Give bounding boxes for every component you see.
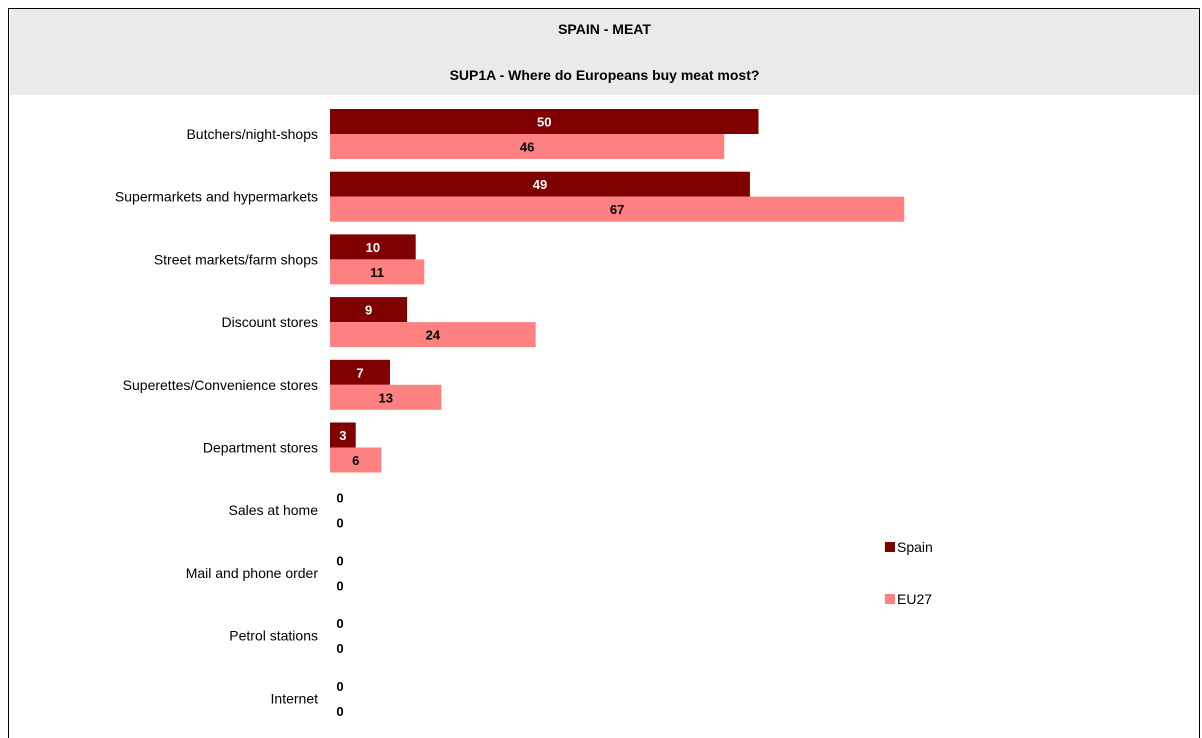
category-label: Supermarkets and hypermarkets	[115, 189, 318, 205]
data-label-spain: 10	[366, 240, 380, 255]
chart-title: SPAIN - MEAT	[558, 21, 651, 37]
category-label: Department stores	[203, 440, 318, 456]
data-label-spain: 3	[339, 428, 346, 443]
data-label-spain: 0	[336, 553, 343, 568]
data-label-eu27: 0	[336, 641, 343, 656]
data-label-spain: 0	[336, 679, 343, 694]
data-label-spain: 49	[533, 177, 547, 192]
data-label-eu27: 6	[352, 453, 359, 468]
data-label-spain: 0	[336, 616, 343, 631]
category-label: Superettes/Convenience stores	[123, 377, 318, 393]
category-label: Butchers/night-shops	[186, 126, 318, 142]
legend-label-spain: Spain	[897, 539, 933, 555]
data-label-eu27: 13	[378, 390, 392, 405]
data-label-eu27: 24	[426, 328, 441, 343]
bar-eu27	[330, 384, 442, 410]
category-label: Sales at home	[229, 502, 319, 518]
category-label: Discount stores	[222, 314, 318, 330]
category-label: Petrol stations	[229, 628, 318, 644]
legend-swatch-spain	[885, 542, 895, 552]
data-label-eu27: 11	[370, 265, 384, 280]
bar-spain	[330, 109, 759, 134]
legend-swatch-eu27	[885, 594, 895, 604]
data-label-spain: 9	[365, 303, 372, 318]
bar-spain	[330, 234, 416, 260]
chart-subtitle: SUP1A - Where do Europeans buy meat most…	[449, 67, 760, 83]
bar-eu27	[330, 447, 382, 473]
bar-eu27	[330, 322, 536, 348]
data-label-eu27: 0	[336, 704, 343, 719]
category-label: Street markets/farm shops	[154, 251, 318, 267]
bar-eu27	[330, 196, 905, 222]
data-label-eu27: 67	[610, 202, 624, 217]
bar-spain	[330, 171, 750, 197]
chart-header: SPAIN - MEAT SUP1A - Where do Europeans …	[10, 9, 1199, 95]
bar-spain	[330, 422, 356, 448]
data-label-spain: 7	[356, 365, 363, 380]
bar-eu27	[330, 259, 425, 285]
data-label-eu27: 0	[336, 516, 343, 531]
data-label-spain: 0	[336, 491, 343, 506]
category-label: Internet	[271, 690, 319, 706]
legend-label-eu27: EU27	[897, 591, 932, 607]
bar-spain	[330, 359, 390, 385]
bar-eu27	[330, 134, 725, 159]
bar-spain	[330, 297, 408, 323]
data-label-eu27: 46	[520, 140, 534, 155]
data-label-eu27: 0	[336, 578, 343, 593]
category-label: Mail and phone order	[186, 565, 319, 581]
data-label-spain: 50	[537, 115, 551, 130]
